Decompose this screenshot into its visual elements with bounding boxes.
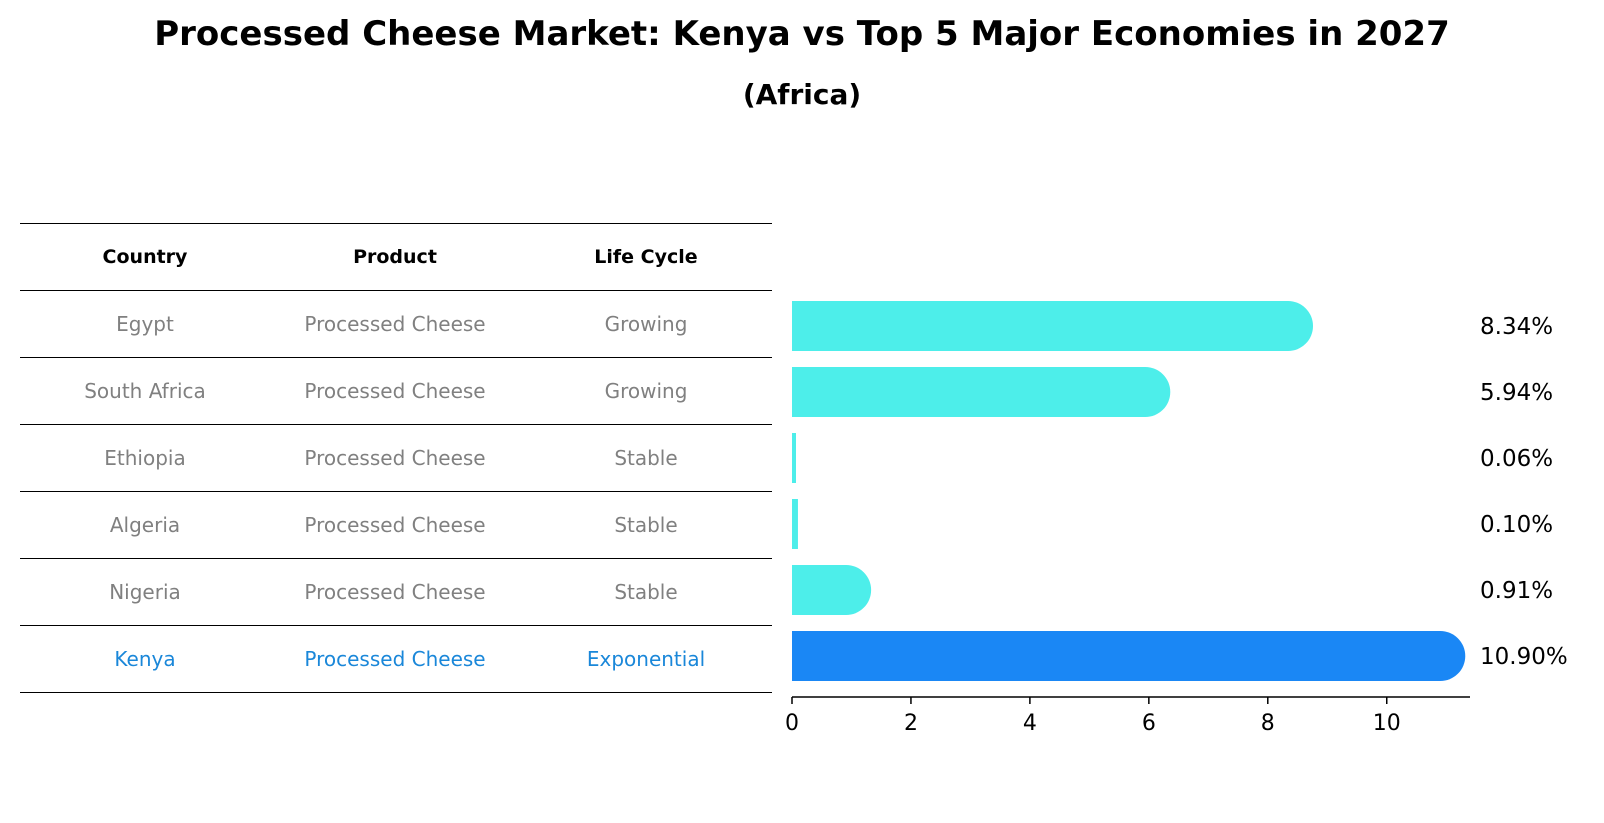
country-cell: Algeria <box>109 513 181 537</box>
life-cycle-cell: Stable <box>614 580 678 604</box>
bar <box>792 631 1466 681</box>
country-cell: Kenya <box>114 647 176 671</box>
value-label: 0.91% <box>1480 578 1553 604</box>
value-label: 0.10% <box>1480 512 1553 538</box>
life-cycle-cell: Stable <box>614 513 678 537</box>
product-cell: Processed Cheese <box>304 446 486 470</box>
table-row-highlight: Kenya Processed Cheese Exponential <box>20 625 772 693</box>
data-table: Country Product Life Cycle Egypt Process… <box>20 223 772 693</box>
table-row: Algeria Processed Cheese Stable <box>20 491 772 558</box>
country-cell: Nigeria <box>109 580 181 604</box>
value-label: 10.90% <box>1480 644 1568 670</box>
life-cycle-cell: Growing <box>604 312 688 336</box>
life-cycle-cell: Stable <box>614 446 678 470</box>
country-cell: Ethiopia <box>104 446 186 470</box>
chart-subtitle: (Africa) <box>742 78 862 111</box>
bar <box>792 367 1171 417</box>
product-cell: Processed Cheese <box>304 580 486 604</box>
country-cell: Egypt <box>116 312 174 336</box>
bar <box>792 565 872 615</box>
table-row: South Africa Processed Cheese Growing <box>20 357 772 424</box>
chart-title: Processed Cheese Market: Kenya vs Top 5 … <box>154 14 1450 54</box>
bar <box>792 433 796 483</box>
country-cell: South Africa <box>84 379 206 403</box>
header-product: Product <box>353 246 437 268</box>
x-tick-label: 6 <box>1142 711 1156 736</box>
x-tick-label: 10 <box>1373 711 1401 736</box>
header-life-cycle: Life Cycle <box>594 246 698 268</box>
bar <box>792 301 1314 351</box>
product-cell: Processed Cheese <box>304 312 486 336</box>
product-cell: Processed Cheese <box>304 647 486 671</box>
table-row: Egypt Processed Cheese Growing <box>20 290 772 357</box>
x-tick-label: 0 <box>785 711 799 736</box>
product-cell: Processed Cheese <box>304 379 486 403</box>
product-cell: Processed Cheese <box>304 513 486 537</box>
value-label: 0.06% <box>1480 446 1553 472</box>
bar <box>792 499 798 549</box>
table-row: Nigeria Processed Cheese Stable <box>20 558 772 625</box>
table-row: Ethiopia Processed Cheese Stable <box>20 424 772 491</box>
life-cycle-cell: Exponential <box>586 647 706 671</box>
x-tick-label: 2 <box>904 711 918 736</box>
value-label: 8.34% <box>1480 314 1553 340</box>
value-label: 5.94% <box>1480 380 1553 406</box>
table-header-row: Country Product Life Cycle <box>20 223 772 290</box>
x-tick-label: 4 <box>1023 711 1037 736</box>
life-cycle-cell: Growing <box>604 379 688 403</box>
x-tick-label: 8 <box>1261 711 1275 736</box>
header-country: Country <box>102 246 188 268</box>
